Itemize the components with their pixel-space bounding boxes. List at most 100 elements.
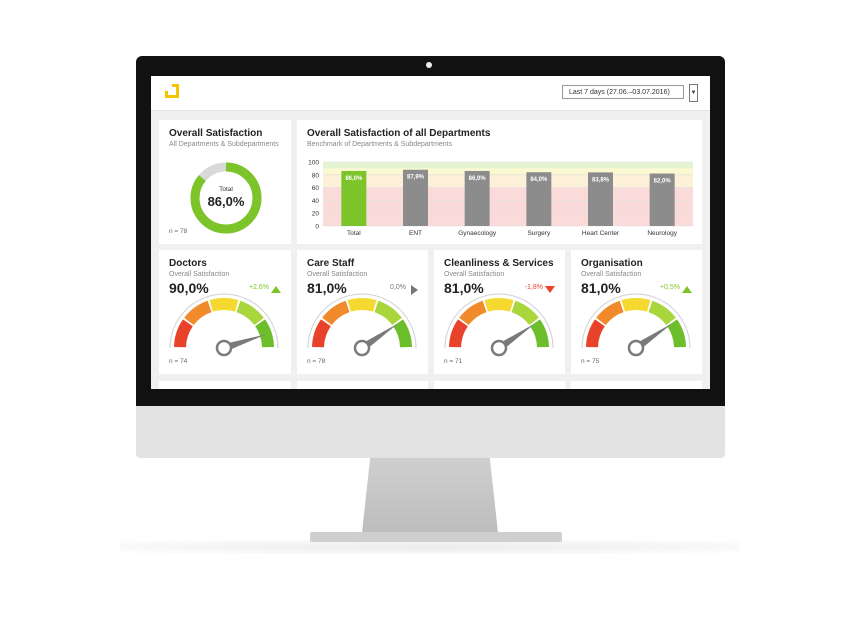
gauge-hub (627, 339, 645, 357)
card-subtitle: Overall Satisfaction (307, 271, 368, 278)
gauge-segment (667, 319, 686, 348)
bar (403, 169, 428, 226)
gauge-needle (359, 323, 399, 352)
gauge-segment (596, 300, 624, 326)
bar-value-label: 86,0% (469, 176, 487, 182)
y-tick-label: 20 (312, 211, 320, 218)
monitor-stand-neck (362, 458, 498, 533)
gauge-outline (444, 293, 554, 349)
gauge-dial (444, 293, 554, 357)
chart-band (323, 168, 693, 175)
departments-chart-card: Overall Satisfaction of all Departments … (297, 120, 702, 244)
donut-center-value: 86,0% (208, 194, 245, 209)
respondent-count: n = 78 (169, 228, 188, 235)
chart-band (323, 162, 693, 169)
bar-value-label: 84,0% (530, 177, 548, 183)
bar-value-label: 83,8% (592, 177, 610, 183)
partial-card (159, 381, 291, 389)
gauge-card-care-staff: Care Staff Overall Satisfaction 81,0% 0,0% n… (297, 250, 428, 374)
gauge-segment (511, 300, 539, 326)
respondent-count: n = 74 (169, 358, 188, 365)
respondent-count: n = 75 (581, 358, 600, 365)
card-title: Cleanliness & Services (444, 258, 554, 269)
gauge-dial (307, 293, 417, 357)
y-tick-label: 60 (312, 185, 320, 192)
bar-value-label: 87,9% (407, 175, 425, 181)
arrow-right-icon (411, 285, 418, 295)
brand-logo-icon (165, 84, 179, 98)
arrow-down-icon (545, 286, 555, 293)
card-title: Care Staff (307, 258, 355, 269)
card-subtitle: Overall Satisfaction (169, 271, 230, 278)
gauge-segment (621, 298, 651, 312)
card-title: Overall Satisfaction (169, 128, 263, 139)
x-tick-label: Heart Center (582, 230, 620, 237)
bar (526, 172, 552, 226)
gauge-segment (484, 298, 514, 312)
gauge-outline (307, 293, 417, 349)
gauge-hub (353, 339, 371, 357)
bar (341, 170, 367, 226)
x-tick-label: Neurology (647, 230, 677, 237)
gauge-segment (236, 300, 264, 326)
gauge-segment (209, 298, 239, 312)
gauge-segment (322, 300, 350, 326)
gauge-needle (222, 334, 266, 352)
gauge-segment (449, 319, 468, 348)
overall-satisfaction-card: Overall Satisfaction All Departments & S… (159, 120, 291, 244)
trend-change: +2,6% (248, 284, 269, 291)
arrow-up-icon (682, 286, 692, 293)
x-tick-label: Surgery (527, 230, 551, 237)
gauge-outline (169, 293, 279, 349)
partial-card (297, 381, 428, 389)
gauge-card-doctors: Doctors Overall Satisfaction 90,0% +2,6% n =… (159, 250, 291, 374)
gauge-needle (496, 323, 536, 352)
gauge-hub (215, 339, 233, 357)
gauge-dial (581, 293, 691, 357)
gauge-card-organisation: Organisation Overall Satisfaction 81,0% +0,… (571, 250, 702, 374)
gauge-segment (586, 319, 605, 348)
gauge-card-cleanliness-services: Cleanliness & Services Overall Satisfacti… (434, 250, 565, 374)
card-subtitle: All Departments & Subdepartments (169, 141, 279, 148)
x-tick-label: Gynaecology (458, 230, 497, 237)
gauge-segment (255, 319, 274, 348)
card-subtitle: Benchmark of Departments & Subdepartment… (307, 141, 453, 148)
donut-center-label: Total (219, 186, 233, 193)
top-bar: Last 7 days (27.06.–03.07.2016) ▼ (151, 76, 710, 111)
department-bar-chart: 0 20 40 60 80 100 86,0% Total 87,9% ENT 86,0% Gynae… (308, 160, 693, 237)
gauge-dial (169, 293, 279, 357)
gauge-segment (648, 300, 676, 326)
bar (649, 173, 675, 226)
y-tick-label: 100 (308, 160, 319, 167)
gauge-segment (174, 319, 193, 348)
caret-down-icon[interactable]: ▼ (689, 84, 698, 102)
monitor-stand-foot (310, 532, 562, 542)
chart-band (323, 174, 693, 188)
x-tick-label: Total (347, 230, 361, 237)
partial-card (434, 381, 565, 389)
gauge-segment (347, 298, 377, 312)
respondent-count: n = 78 (307, 358, 326, 365)
card-title: Doctors (169, 258, 207, 269)
gauge-value: 81,0% (307, 280, 347, 296)
card-title: Overall Satisfaction of all Departments (307, 128, 491, 139)
y-tick-label: 40 (312, 198, 320, 205)
partial-card (571, 381, 702, 389)
chart-band (323, 187, 693, 226)
gauge-segment (530, 319, 549, 348)
arrow-up-icon (271, 286, 281, 293)
gauge-segment (393, 319, 412, 348)
bar (588, 172, 613, 226)
x-tick-label: ENT (409, 230, 422, 237)
camera-icon (426, 62, 432, 68)
gauge-hub (490, 339, 508, 357)
gauge-segment (312, 319, 331, 348)
trend-change: 0,0% (390, 284, 406, 291)
bar (464, 170, 490, 226)
date-range-select[interactable]: Last 7 days (27.06.–03.07.2016) (562, 85, 684, 99)
gauge-needle (633, 323, 673, 352)
gauge-value: 90,0% (169, 280, 209, 296)
bar-value-label: 82,0% (654, 179, 672, 185)
gauge-segment (459, 300, 487, 326)
gauge-value: 81,0% (444, 280, 484, 296)
